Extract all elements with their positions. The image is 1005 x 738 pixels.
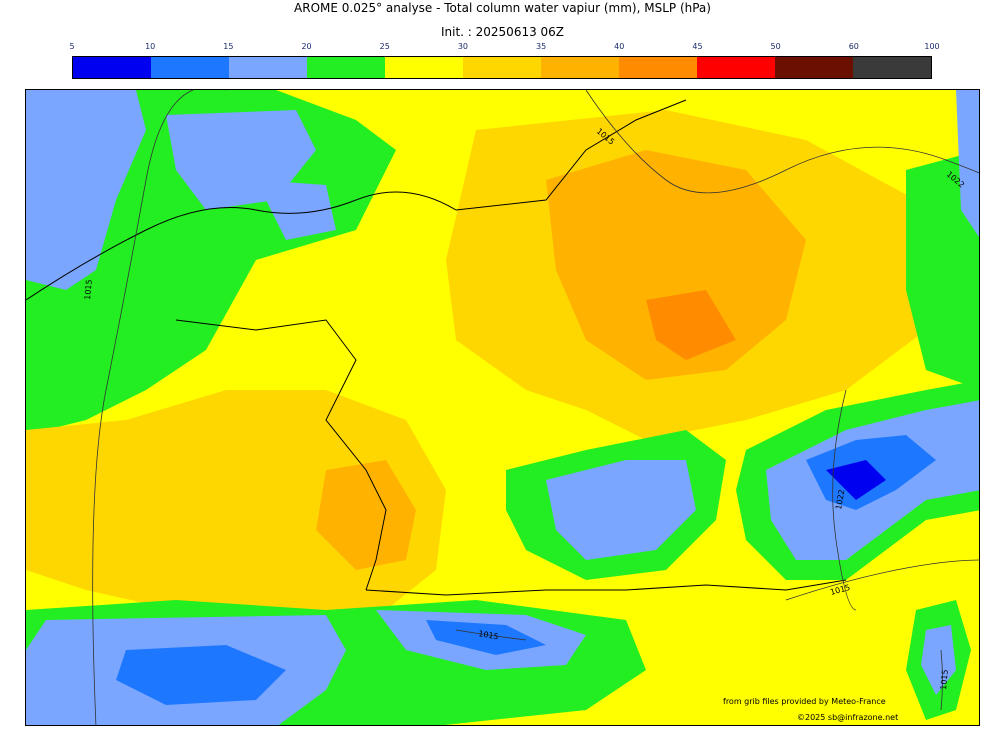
map-title: AROME 0.025° analyse - Total column wate… <box>294 1 711 15</box>
colorbar-segment <box>307 57 385 78</box>
map-canvas: 1015 1015 1022 1022 1015 1015 1015 <box>26 90 979 725</box>
colorbar-segment <box>775 57 853 78</box>
water-vapour-map: 1015 1015 1022 1022 1015 1015 1015 from … <box>25 89 980 726</box>
isobar-label: 1015 <box>83 279 94 300</box>
colorbar-segment <box>229 57 307 78</box>
colorbar-tick-label: 25 <box>379 42 390 51</box>
colorbar-segment <box>853 57 931 78</box>
colorbar-tick-label: 50 <box>770 42 781 51</box>
colorbar-tick-label: 35 <box>535 42 547 51</box>
colorbar-tick-label: 10 <box>145 42 156 51</box>
isobar-label: 1015 <box>939 669 950 690</box>
colorbar-segment <box>385 57 463 78</box>
colorbar-tick-label: 20 <box>301 42 312 51</box>
colorbar-tick-label: 30 <box>457 42 468 51</box>
init-time: Init. : 20250613 06Z <box>440 25 565 39</box>
colorbar-segment <box>619 57 697 78</box>
colorbar-tick-label: 15 <box>223 42 234 51</box>
colorbar <box>72 56 932 79</box>
colorbar-tick-label: 45 <box>692 42 703 51</box>
isobar-label: 1015 <box>478 629 500 641</box>
isobar-label: 1022 <box>834 489 846 511</box>
colorbar-tick-label: 40 <box>614 42 625 51</box>
colorbar-tick-label: 5 <box>69 42 75 51</box>
colorbar-segment <box>463 57 541 78</box>
colorbar-tick-label: 60 <box>848 42 859 51</box>
data-source-credit: from grib files provided by Meteo-France <box>723 697 886 706</box>
colorbar-segment <box>73 57 151 78</box>
colorbar-segment <box>541 57 619 78</box>
colorbar-segment <box>697 57 775 78</box>
copyright: ©2025 sb@infrazone.net <box>797 713 899 722</box>
colorbar-tick-label: 100 <box>924 42 940 51</box>
colorbar-segment <box>151 57 229 78</box>
